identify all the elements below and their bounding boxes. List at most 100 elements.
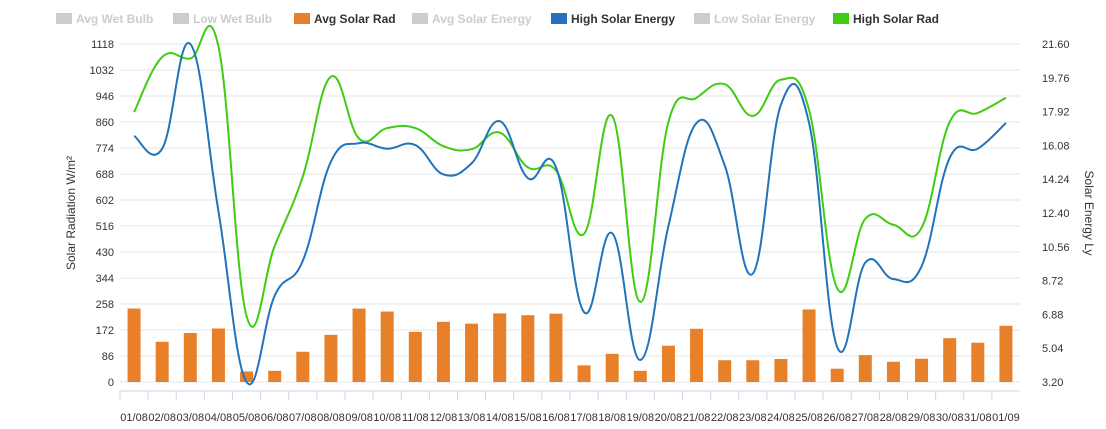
legend-swatch — [56, 13, 72, 24]
y-right-tick-label: 6.88 — [1042, 309, 1063, 321]
y-right-tick-label: 12.40 — [1042, 208, 1070, 220]
x-tick-label: 28/08 — [880, 412, 908, 424]
y-axis-right-title: Solar Energy Ly — [1082, 171, 1096, 256]
y-left-tick-label: 516 — [96, 221, 114, 233]
legend-label: Avg Wet Bulb — [76, 12, 153, 26]
x-tick-label: 23/08 — [739, 412, 767, 424]
x-tick-label: 24/08 — [767, 412, 795, 424]
y-left-tick-label: 1032 — [90, 65, 114, 77]
x-tick-label: 01/09 — [992, 412, 1020, 424]
bar-29/08 — [915, 358, 929, 382]
x-tick-label: 04/08 — [205, 412, 233, 424]
bar-20/08 — [661, 345, 675, 382]
x-tick-label: 31/08 — [964, 412, 992, 424]
x-tick-label: 26/08 — [823, 412, 851, 424]
y-left-tick-label: 946 — [96, 91, 114, 103]
x-axis: 01/08 02/08 03/08 04/08 05/08 06/08 07/08 08/08… — [119, 390, 1020, 424]
bar-02/08 — [155, 341, 169, 382]
legend-item-high_solar_rad[interactable]: High Solar Rad — [833, 12, 939, 26]
bar-09/08 — [352, 308, 366, 382]
y-left-tick-label: 344 — [96, 273, 114, 285]
legend-item-avg_solar_energy[interactable]: Avg Solar Energy — [412, 12, 532, 26]
bar-01/09 — [999, 325, 1013, 382]
x-tick-label: 01/08 — [120, 412, 148, 424]
line-high_solar_energy — [133, 42, 1007, 386]
bar-24/08 — [774, 359, 788, 382]
y-left-tick-label: 860 — [96, 117, 114, 129]
x-tick-label: 03/08 — [177, 412, 205, 424]
x-tick-label: 22/08 — [711, 412, 739, 424]
y-left-tick-label: 258 — [96, 299, 114, 311]
bar-15/08 — [521, 315, 535, 382]
x-tick-label: 14/08 — [486, 412, 514, 424]
legend-swatch — [173, 13, 189, 24]
y-right-tick-label: 8.72 — [1042, 276, 1063, 288]
bar-18/08 — [605, 353, 619, 382]
legend-swatch — [294, 13, 310, 24]
x-tick-label: 05/08 — [233, 412, 261, 424]
y-left-tick-label: 86 — [102, 351, 114, 363]
legend-label: High Solar Rad — [853, 12, 939, 26]
bar-16/08 — [549, 313, 563, 382]
x-tick-label: 06/08 — [261, 412, 289, 424]
bar-04/08 — [211, 328, 225, 382]
y-left-tick-label: 602 — [96, 195, 114, 207]
bar-23/08 — [746, 360, 760, 382]
bar-10/08 — [380, 311, 394, 382]
legend-label: Low Solar Energy — [714, 12, 816, 26]
legend-swatch — [694, 13, 710, 24]
y-left-tick-label: 0 — [108, 377, 114, 389]
legend-item-avg_wet_bulb[interactable]: Avg Wet Bulb — [56, 12, 153, 26]
y-right-tick-label: 17.92 — [1042, 107, 1070, 119]
bar-03/08 — [183, 333, 197, 382]
x-tick-label: 12/08 — [430, 412, 458, 424]
bar-01/08 — [127, 308, 141, 382]
bar-17/08 — [577, 365, 591, 382]
legend-swatch — [412, 13, 428, 24]
x-tick-label: 16/08 — [542, 412, 570, 424]
x-tick-label: 17/08 — [570, 412, 598, 424]
y-right-tick-label: 10.56 — [1042, 242, 1070, 254]
y-left-tick-label: 172 — [96, 325, 114, 337]
y-left-tick-label: 430 — [96, 247, 114, 259]
bar-28/08 — [886, 361, 900, 382]
legend-swatch — [833, 13, 849, 24]
bar-30/08 — [943, 338, 957, 382]
y-left-tick-label: 688 — [96, 169, 114, 181]
x-tick-label: 11/08 — [402, 412, 429, 424]
x-tick-label: 09/08 — [345, 412, 373, 424]
legend-label: Low Wet Bulb — [193, 12, 272, 26]
bar-25/08 — [802, 309, 816, 382]
x-tick-label: 25/08 — [795, 412, 823, 424]
x-tick-label: 15/08 — [514, 412, 542, 424]
bar-21/08 — [690, 328, 704, 382]
bar-11/08 — [408, 331, 422, 382]
legend-swatch — [551, 13, 567, 24]
bar-26/08 — [830, 368, 844, 382]
y-right-tick-label: 14.24 — [1042, 174, 1070, 186]
legend-item-high_solar_energy[interactable]: High Solar Energy — [551, 12, 675, 26]
legend-item-avg_solar_rad[interactable]: Avg Solar Rad — [294, 12, 396, 26]
x-tick-label: 10/08 — [373, 412, 401, 424]
y-left-tick-label: 774 — [96, 143, 114, 155]
legend-label: Avg Solar Energy — [432, 12, 532, 26]
x-tick-label: 19/08 — [627, 412, 655, 424]
x-tick-label: 18/08 — [598, 412, 626, 424]
bar-31/08 — [971, 342, 985, 382]
bar-27/08 — [858, 355, 872, 382]
y-right-tick-label: 19.76 — [1042, 73, 1070, 85]
legend-item-low_solar_energy[interactable]: Low Solar Energy — [694, 12, 816, 26]
x-tick-label: 21/08 — [683, 412, 711, 424]
bar-06/08 — [268, 370, 282, 382]
bar-12/08 — [436, 321, 450, 382]
bar-07/08 — [296, 351, 310, 382]
bar-08/08 — [324, 334, 338, 382]
legend[interactable]: Avg Wet Bulb Low Wet Bulb Avg Solar Rad Avg… — [56, 12, 939, 26]
bar-05/08 — [240, 371, 254, 382]
line-high_solar_rad — [133, 25, 1007, 328]
bar-series-avg-solar-rad — [127, 308, 1013, 382]
legend-item-low_wet_bulb[interactable]: Low Wet Bulb — [173, 12, 272, 26]
bar-22/08 — [718, 360, 732, 382]
y-axis-left-title: Solar Radiation W/m² — [64, 156, 78, 270]
